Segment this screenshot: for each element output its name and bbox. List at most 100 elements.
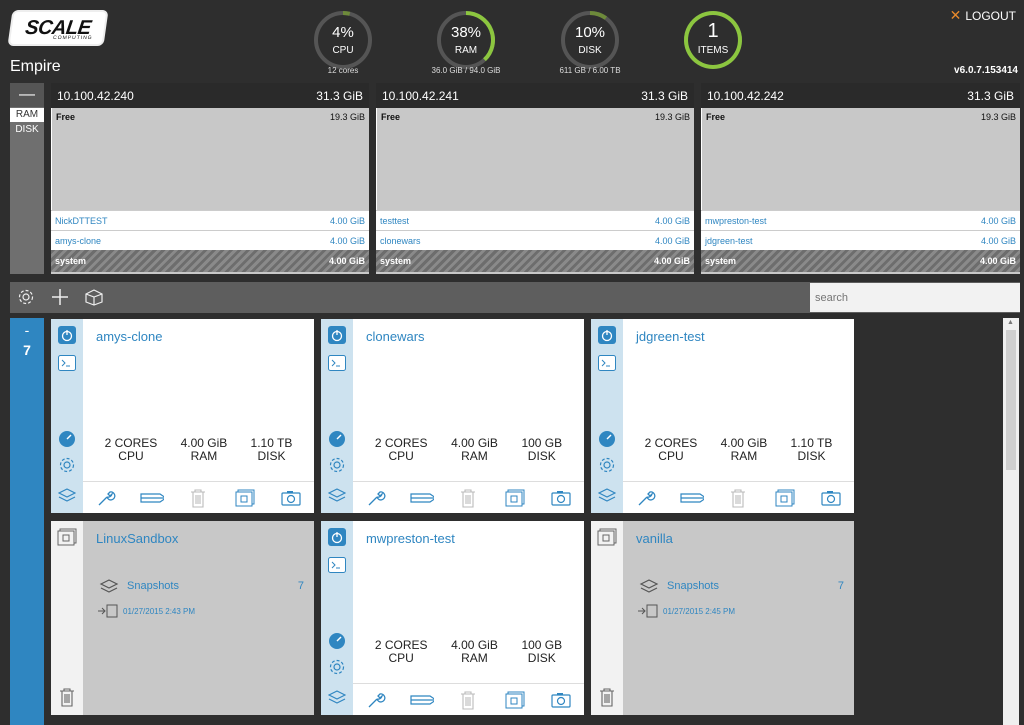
vm-ram-stat: 4.00 GiB RAM (181, 437, 228, 463)
vm-scrollbar[interactable]: ▲ (1003, 318, 1019, 725)
vm-card[interactable]: clonewars 2 CORES CPU 4.00 GiB RAM 100 GB D… (321, 319, 584, 513)
snapshots-layers-icon[interactable] (327, 485, 347, 505)
migrate-arrow-icon[interactable] (140, 486, 165, 510)
wrench-icon[interactable] (364, 688, 388, 712)
collapse-nodes-button[interactable]: — (10, 83, 44, 107)
ram-gauge: 38% RAM 36.0 GiB / 94.0 GiB (432, 10, 500, 75)
node-header: 10.100.42.240 31.3 GiB (51, 83, 369, 108)
ram-gauge-sub: 36.0 GiB / 94.0 GiB (431, 66, 501, 75)
free-value: 19.3 GiB (980, 112, 1016, 122)
snapshots-row[interactable]: Snapshots 7 (99, 578, 304, 594)
vm-cores: 2 CORES (374, 436, 428, 450)
search-input[interactable] (810, 283, 1020, 312)
performance-gauge-icon[interactable] (327, 429, 347, 449)
trash-icon[interactable] (186, 486, 210, 510)
console-icon[interactable] (327, 555, 347, 575)
trash-icon[interactable] (597, 687, 617, 707)
node-free-area: Free 19.3 GiB (701, 108, 1020, 210)
vm-name[interactable]: mwpreston-test (366, 531, 455, 546)
settings-gear-icon[interactable] (327, 657, 347, 677)
free-label: Free (56, 112, 76, 122)
ram-view-tab[interactable]: RAM (10, 108, 44, 122)
logout-button[interactable]: ✕ LOGOUT (950, 7, 1016, 24)
power-icon[interactable] (327, 325, 347, 345)
wrench-icon[interactable] (364, 486, 388, 510)
vm-card-sidebar (51, 521, 83, 715)
wrench-icon[interactable] (634, 486, 658, 510)
gauge-arc (589, 11, 608, 20)
vm-name[interactable]: vanilla (636, 531, 673, 546)
power-icon[interactable] (597, 325, 617, 345)
vm-ram-value: 4.00 GiB (180, 436, 228, 450)
performance-gauge-icon[interactable] (327, 631, 347, 651)
vm-card[interactable]: mwpreston-test 2 CORES CPU 4.00 GiB RAM 10… (321, 521, 584, 715)
scroll-up-arrow-icon[interactable]: ▲ (1007, 319, 1014, 326)
vm-name[interactable]: LinuxSandbox (96, 531, 179, 546)
snapshots-layers-icon[interactable] (57, 485, 77, 505)
ram-gauge-label: RAM (454, 45, 478, 56)
migrate-arrow-icon[interactable] (410, 486, 435, 510)
clone-icon[interactable] (503, 486, 527, 510)
vm-name[interactable]: clonewars (366, 329, 425, 344)
settings-gear-icon[interactable] (57, 455, 77, 475)
node-vm-row[interactable]: amys-clone 4.00 GiB (51, 230, 369, 250)
trash-icon[interactable] (726, 486, 750, 510)
vm-toolbar (10, 282, 1020, 313)
trash-icon[interactable] (456, 688, 480, 712)
console-icon[interactable] (597, 353, 617, 373)
console-icon[interactable] (327, 353, 347, 373)
snapshots-layers-icon[interactable] (597, 485, 617, 505)
clone-icon[interactable] (773, 486, 797, 510)
vm-template-card[interactable]: LinuxSandbox Snapshots 7 01/27/2015 2:43… (51, 521, 314, 715)
trash-icon[interactable] (456, 486, 480, 510)
vm-ram-stat: 4.00 GiB RAM (451, 639, 498, 665)
vm-ram-label: RAM (190, 449, 218, 463)
cpu-gauge-sub: 12 cores (327, 66, 359, 75)
vm-card[interactable]: amys-clone 2 CORES CPU 4.00 GiB RAM 1.10 T… (51, 319, 314, 513)
snapshot-camera-icon[interactable] (549, 486, 573, 510)
snapshot-camera-icon[interactable] (819, 486, 843, 510)
snapshot-date: 01/27/2015 2:43 PM (123, 606, 196, 616)
node-header: 10.100.42.242 31.3 GiB (701, 83, 1020, 108)
node-vm-row[interactable]: clonewars 4.00 GiB (376, 230, 694, 250)
import-arrow-icon (98, 604, 118, 618)
items-gauge-value: 1 (707, 20, 719, 42)
vm-name: clonewars (380, 235, 421, 246)
node-vm-row[interactable]: testtest 4.00 GiB (376, 210, 694, 230)
collapse-vms-button[interactable]: - (24, 322, 30, 338)
power-icon[interactable] (327, 527, 347, 547)
migrate-arrow-icon[interactable] (410, 688, 435, 712)
clone-icon[interactable] (503, 688, 527, 712)
vm-disk-value: 1.10 TB (790, 436, 833, 450)
node-vm-row[interactable]: NickDTTEST 4.00 GiB (51, 210, 369, 230)
snapshots-row[interactable]: Snapshots 7 (639, 578, 844, 594)
vm-ram-value: 4.00 GiB (720, 436, 768, 450)
vm-template-card[interactable]: vanilla Snapshots 7 01/27/2015 2:45 PM (591, 521, 854, 715)
snapshot-camera-icon[interactable] (279, 486, 303, 510)
vm-name[interactable]: amys-clone (96, 329, 163, 344)
vm-card[interactable]: jdgreen-test 2 CORES CPU 4.00 GiB RAM 1.10… (591, 319, 854, 513)
items-gauge[interactable]: 1 ITEMS (683, 10, 743, 70)
power-icon[interactable] (57, 325, 77, 345)
console-icon[interactable] (57, 353, 77, 373)
import-box-icon[interactable] (82, 285, 106, 309)
system-label: system (55, 256, 87, 266)
add-vm-plus-icon[interactable] (48, 285, 72, 309)
performance-gauge-icon[interactable] (597, 429, 617, 449)
settings-gear-icon[interactable] (327, 455, 347, 475)
migrate-arrow-icon[interactable] (680, 486, 705, 510)
snapshot-camera-icon[interactable] (549, 688, 573, 712)
wrench-icon[interactable] (94, 486, 118, 510)
snapshots-layers-icon[interactable] (327, 687, 347, 707)
trash-icon[interactable] (57, 687, 77, 707)
settings-gear-icon[interactable] (597, 455, 617, 475)
vm-name[interactable]: jdgreen-test (636, 329, 705, 344)
clone-icon[interactable] (233, 486, 257, 510)
node-vm-row[interactable]: mwpreston-test 4.00 GiB (701, 210, 1020, 230)
settings-gear-icon[interactable] (14, 285, 38, 309)
performance-gauge-icon[interactable] (57, 429, 77, 449)
cpu-gauge-value: 4% (332, 24, 354, 41)
scrollbar-thumb[interactable] (1006, 330, 1016, 470)
node-vm-row[interactable]: jdgreen-test 4.00 GiB (701, 230, 1020, 250)
disk-view-tab[interactable]: DISK (15, 124, 39, 135)
